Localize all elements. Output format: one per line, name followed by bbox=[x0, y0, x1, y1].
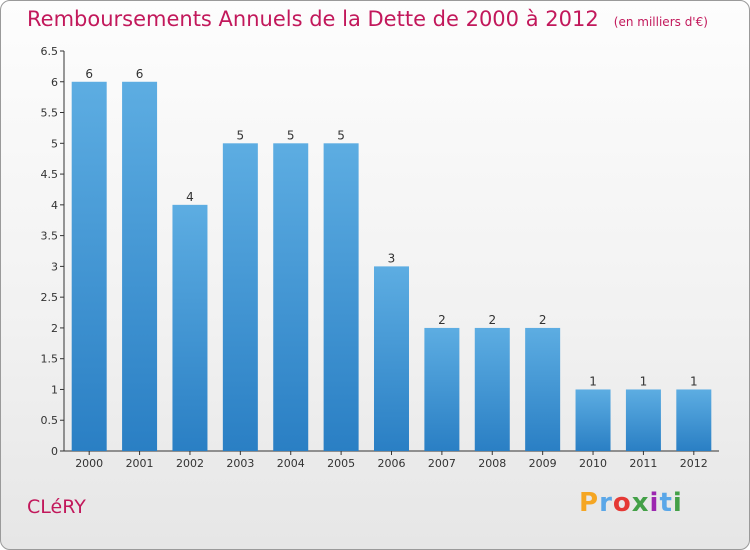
y-tick-label: 4.5 bbox=[41, 168, 59, 181]
bar bbox=[323, 143, 359, 452]
bar-value-label: 3 bbox=[388, 251, 396, 265]
x-tick-label: 2011 bbox=[629, 457, 657, 470]
bar bbox=[71, 81, 107, 452]
bar-value-label: 2 bbox=[438, 313, 446, 327]
x-tick-label: 2010 bbox=[579, 457, 607, 470]
logo-letter: r bbox=[599, 488, 613, 518]
chart-title-block: Remboursements Annuels de la Dette de 20… bbox=[27, 7, 708, 31]
bar-value-label: 1 bbox=[640, 374, 648, 388]
bar bbox=[122, 81, 158, 452]
bar-value-label: 1 bbox=[589, 374, 597, 388]
bar-value-label: 5 bbox=[287, 128, 295, 142]
logo-letter: i bbox=[672, 488, 683, 518]
y-tick-label: 0.5 bbox=[41, 414, 59, 427]
y-tick-label: 4 bbox=[51, 199, 58, 212]
logo-letter: t bbox=[659, 488, 673, 518]
x-tick-label: 2012 bbox=[680, 457, 708, 470]
y-tick-label: 3.5 bbox=[41, 230, 59, 243]
logo-letter: i bbox=[649, 488, 660, 518]
x-tick-label: 2001 bbox=[126, 457, 154, 470]
bar bbox=[172, 204, 208, 451]
bar bbox=[374, 266, 409, 451]
x-tick-label: 2002 bbox=[176, 457, 204, 470]
commune-name: CLéRY bbox=[27, 496, 86, 518]
y-tick-label: 2 bbox=[51, 322, 58, 335]
bar bbox=[273, 143, 309, 452]
x-tick-label: 2008 bbox=[478, 457, 506, 470]
bar-value-label: 2 bbox=[488, 313, 496, 327]
bar bbox=[525, 327, 561, 451]
x-tick-label: 2000 bbox=[75, 457, 103, 470]
y-tick-label: 0 bbox=[51, 445, 58, 458]
bar bbox=[676, 389, 712, 451]
y-tick-label: 1.5 bbox=[41, 353, 59, 366]
x-tick-label: 2003 bbox=[226, 457, 254, 470]
bar-value-label: 6 bbox=[85, 67, 93, 81]
bar-value-label: 5 bbox=[237, 128, 245, 142]
y-tick-label: 5 bbox=[51, 137, 58, 150]
bar bbox=[575, 389, 611, 451]
y-tick-label: 3 bbox=[51, 260, 58, 273]
logo-letter: o bbox=[612, 488, 632, 518]
bar-value-label: 1 bbox=[690, 374, 698, 388]
logo-letter: P bbox=[579, 488, 600, 518]
x-tick-label: 2009 bbox=[529, 457, 557, 470]
x-tick-label: 2004 bbox=[277, 457, 305, 470]
y-tick-label: 5.5 bbox=[41, 107, 59, 120]
x-tick-label: 2006 bbox=[378, 457, 406, 470]
y-tick-label: 2.5 bbox=[41, 291, 59, 304]
bar bbox=[474, 327, 510, 451]
bar-value-label: 4 bbox=[186, 190, 194, 204]
x-tick-label: 2007 bbox=[428, 457, 456, 470]
y-tick-label: 1 bbox=[51, 383, 58, 396]
bar bbox=[625, 389, 661, 451]
bar bbox=[424, 327, 460, 451]
x-tick-label: 2005 bbox=[327, 457, 355, 470]
bar-value-label: 2 bbox=[539, 313, 547, 327]
logo-letter: x bbox=[631, 488, 650, 518]
chart-title: Remboursements Annuels de la Dette de 20… bbox=[27, 7, 599, 31]
chart-unit-label: (en milliers d'€) bbox=[613, 15, 708, 29]
proxiti-logo: Proxiti bbox=[579, 488, 683, 518]
bar bbox=[222, 143, 258, 452]
bar-value-label: 6 bbox=[136, 67, 144, 81]
y-tick-label: 6 bbox=[51, 76, 58, 89]
y-tick-label: 6.5 bbox=[41, 45, 59, 58]
bar-value-label: 5 bbox=[337, 128, 345, 142]
